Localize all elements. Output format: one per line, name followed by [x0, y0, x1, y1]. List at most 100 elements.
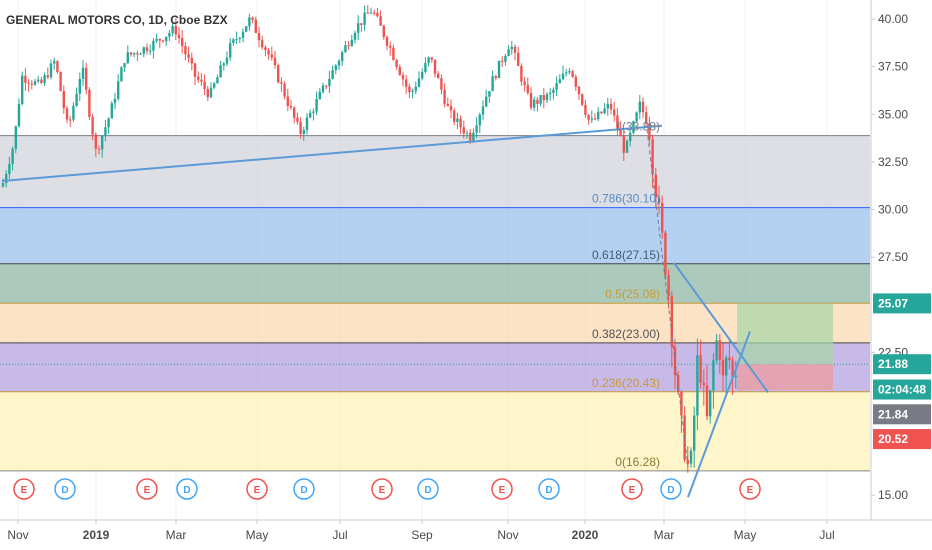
fib-level-label: 0.618(27.15): [592, 248, 660, 262]
earnings-marker-icon[interactable]: E: [739, 478, 761, 500]
candle-body: [398, 67, 401, 76]
candle-body: [158, 38, 161, 41]
fib-level-label: 0.786(30.10): [592, 192, 660, 206]
candle-body: [235, 39, 238, 41]
event-marker-letter: E: [144, 485, 151, 496]
candle-body: [712, 360, 715, 391]
earnings-marker-icon[interactable]: E: [371, 478, 393, 500]
candle-body: [5, 174, 8, 184]
candle-body: [357, 23, 360, 33]
candle-body: [430, 57, 433, 60]
candle-body: [718, 340, 721, 361]
candle-body: [699, 355, 702, 383]
dividend-marker-icon[interactable]: D: [417, 478, 439, 500]
earnings-marker-icon[interactable]: E: [13, 478, 35, 500]
candle-body: [638, 101, 641, 113]
candle-body: [485, 96, 488, 107]
dividend-marker-icon[interactable]: D: [538, 478, 560, 500]
fib-zone: [0, 135, 870, 208]
candle-body: [302, 130, 305, 134]
event-marker-circle: [246, 478, 268, 500]
candle-body: [449, 105, 453, 111]
event-marker-circle: [371, 478, 393, 500]
candle-body: [526, 85, 529, 93]
candle-body: [459, 118, 462, 128]
candle-body: [382, 25, 385, 38]
candle-body: [30, 83, 33, 85]
candle-body: [213, 83, 216, 88]
time-axis[interactable]: Nov 2019 Mar May Jul Sep Nov 2020 Mar May Jul: [0, 519, 932, 550]
candle-body: [190, 57, 193, 64]
candle-body: [341, 52, 344, 62]
event-marker-letter: E: [629, 485, 636, 496]
candle-body: [574, 76, 577, 87]
price-tick-label: 30.00: [878, 203, 908, 217]
price-axis[interactable]: 40.0037.5035.0032.5030.0027.5022.5015.00…: [870, 0, 932, 520]
candle-body: [552, 89, 555, 93]
price-tag[interactable]: 20.52: [873, 429, 931, 450]
candle-body: [417, 78, 421, 87]
price-tag[interactable]: 02:04:48: [873, 379, 931, 400]
candle-body: [171, 25, 174, 34]
candle-body: [513, 46, 517, 53]
time-tick-label: May: [734, 528, 757, 542]
candle-body: [184, 46, 187, 55]
candle-body: [651, 139, 654, 175]
candle-body: [731, 360, 734, 377]
dividend-marker-icon[interactable]: D: [54, 478, 76, 500]
price-tag-label: 21.84: [878, 407, 908, 421]
fib-zone: [0, 263, 870, 304]
earnings-marker-icon[interactable]: E: [621, 478, 643, 500]
price-tag[interactable]: 21.84: [873, 404, 931, 425]
price-tag[interactable]: 21.88: [873, 354, 931, 375]
earnings-marker-icon[interactable]: E: [136, 478, 158, 500]
candle-body: [337, 61, 341, 66]
candle-body: [360, 23, 363, 25]
candle-body: [593, 118, 597, 120]
candle-body: [8, 164, 11, 175]
candle-body: [725, 357, 728, 376]
fib-zone: [0, 391, 870, 471]
candle-body: [296, 117, 299, 122]
candle-body: [600, 111, 603, 114]
fib-zone: [0, 207, 870, 264]
candle-body: [11, 148, 14, 165]
candle-body: [264, 47, 267, 51]
candle-body: [257, 32, 261, 41]
candle-body: [117, 81, 120, 99]
candle-body: [632, 121, 635, 133]
fib-anchor-dashed-line: [646, 129, 689, 467]
earnings-marker-icon[interactable]: E: [246, 478, 268, 500]
support-trendline[interactable]: [1, 124, 663, 182]
candle-body: [376, 12, 379, 17]
candle-body: [488, 91, 491, 97]
drawing-objects[interactable]: [1, 124, 769, 498]
candle-body: [325, 85, 328, 87]
candle-body: [24, 75, 27, 83]
candle-body: [494, 76, 497, 79]
time-tick-label: Jul: [819, 528, 834, 542]
position-loss-zone[interactable]: [737, 364, 833, 391]
event-marker-letter: E: [747, 485, 754, 496]
candle-body: [609, 103, 613, 110]
dividend-marker-icon[interactable]: D: [176, 478, 198, 500]
candle-body: [504, 55, 507, 62]
candle-body: [174, 25, 177, 35]
earnings-marker-icon[interactable]: E: [491, 478, 513, 500]
candle-body: [536, 99, 539, 104]
dividend-marker-icon[interactable]: D: [293, 478, 315, 500]
long-position-box[interactable]: [737, 303, 833, 391]
candle-body: [433, 59, 437, 74]
price-tag[interactable]: 25.07: [873, 293, 931, 314]
candle-body: [97, 148, 101, 150]
time-tick-label: 2019: [83, 528, 110, 542]
position-profit-zone[interactable]: [737, 303, 833, 365]
candle-body: [385, 37, 389, 46]
triangle-lower-line[interactable]: [687, 331, 751, 498]
candle-body: [33, 81, 37, 85]
triangle-upper-line[interactable]: [673, 262, 769, 393]
dividend-marker-icon[interactable]: D: [660, 478, 682, 500]
candle-body: [619, 129, 622, 137]
